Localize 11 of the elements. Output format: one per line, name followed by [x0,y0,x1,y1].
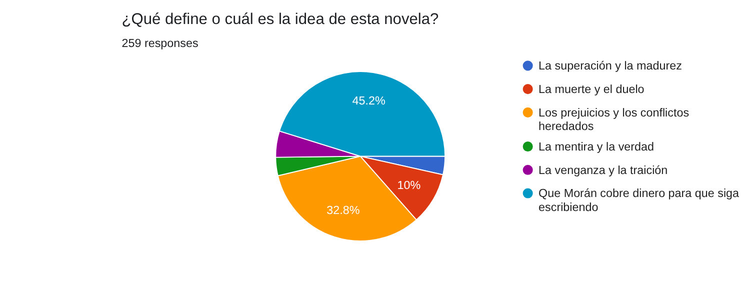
legend-label: La muerte y el duelo [538,82,644,96]
data-label: 45.2% [352,94,386,108]
chart-title: ¿Qué define o cuál es la idea de esta novela? [122,10,440,28]
legend-label: La venganza y la traición [538,164,668,177]
legend-label: Los prejuicios y los conflictos heredados [538,106,690,133]
data-label: 32.8% [326,204,360,217]
text: 259 responses [122,37,198,50]
data-label: 10% [397,178,421,192]
legend-label: La mentira y la verdad [538,140,654,154]
legend-label: Que Morán cobre dinero para que siga escribiendo [538,187,740,214]
legend-label: La superación y la madurez [538,60,682,73]
